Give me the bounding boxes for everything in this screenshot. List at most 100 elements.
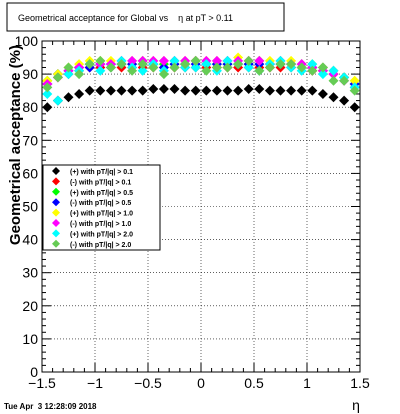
legend-label: (-) with pT/|q| > 0.5 [70,200,131,207]
y-tick-label: 40 [22,232,38,248]
data-point [233,59,244,70]
data-point [84,59,95,70]
data-point [137,59,148,70]
legend-entries: (+) with pT/|q| > 0.1 (-) with pT/|q| > 0… [52,167,133,249]
legend-marker [52,239,60,248]
data-point [296,62,307,73]
data-point [169,83,180,94]
data-point [296,85,307,96]
data-point [286,85,297,96]
data-point [201,59,212,70]
data-point [169,62,180,73]
data-point [328,92,339,103]
data-point [180,59,191,70]
legend-label: (-) with pT/|q| > 2.0 [70,242,131,249]
y-tick-label: 90 [22,66,38,82]
x-axis-title: η [352,397,360,413]
legend-box [42,164,161,251]
data-point [158,83,169,94]
data-point [105,62,116,73]
x-tick-label: −1.5 [28,375,56,391]
data-point [74,88,85,99]
legend-marker [52,187,60,196]
x-tick-label: −0.5 [134,375,162,391]
data-point [137,65,148,76]
data-point [222,85,233,96]
footer-date: Tue Apr 3 12:28:09 2018 [4,402,97,411]
data-point [254,65,265,76]
x-tick-label: −1 [87,375,103,391]
data-point [349,85,360,96]
y-tick-label: 50 [22,199,38,215]
data-point [148,83,159,94]
data-point [317,69,328,80]
data-point [158,69,169,80]
data-point [116,59,127,70]
data-point [158,55,169,66]
legend-marker [52,167,60,175]
data-point [317,62,328,73]
data-series [42,52,360,113]
legend: (+) with pT/|q| > 0.1 (-) with pT/|q| > 0… [42,164,161,251]
y-tick-label: 80 [22,99,38,115]
y-tick-label: 70 [22,132,38,148]
data-point [328,75,339,86]
x-tick-label: 1.5 [350,375,370,391]
data-point [95,85,106,96]
data-point [190,62,201,73]
data-point [74,69,85,80]
data-point [264,85,275,96]
data-point [254,55,265,66]
data-point [254,83,265,94]
data-point [275,85,286,96]
legend-marker [52,219,60,227]
tick-labels: 0 10 20 30 40 50 60 70 80 90 100 −1.5 −1 −0.5 0 0.5 1 1.5 [15,33,370,391]
y-axis-title: Geometrical acceptance (%) [7,45,24,245]
data-point [275,59,286,70]
data-point [63,62,74,73]
data-point [201,85,212,96]
data-point [95,65,106,76]
data-point [42,88,53,99]
series-7 [42,55,360,96]
legend-label: (+) with pT/|q| > 0.5 [70,190,133,197]
data-point [211,55,222,66]
data-point [243,55,254,66]
data-point [127,55,138,66]
data-point [127,85,138,96]
legend-label: (+) with pT/|q| > 2.0 [70,231,133,238]
legend-label: (-) with pT/|q| > 1.0 [70,221,131,228]
data-point [116,85,127,96]
legend-marker [52,198,60,207]
data-point [339,95,350,106]
data-point [42,102,53,113]
data-point [63,69,74,80]
legend-label: (+) with pT/|q| > 0.1 [70,169,133,176]
legend-label: (+) with pT/|q| > 1.0 [70,211,133,218]
series-6 [42,55,360,106]
y-tick-label: 0 [30,364,38,380]
y-tick-label: 10 [22,331,38,347]
data-point [127,65,138,76]
data-point [307,85,318,96]
data-point [63,92,74,103]
data-point [52,72,63,83]
data-point [328,65,339,76]
data-point [105,85,116,96]
data-point [222,55,233,66]
data-point [286,59,297,70]
data-point [42,82,53,93]
title-box: Geometrical acceptance for Global vs η a… [6,2,285,32]
legend-marker [52,177,60,186]
data-point [84,85,95,96]
data-point [137,85,148,96]
data-point [339,75,350,86]
data-point [190,85,201,96]
legend-marker [52,208,60,217]
axis-ticks [41,40,361,373]
data-point [233,85,244,96]
y-tick-label: 30 [22,265,38,281]
legend-label: (-) with pT/|q| > 0.1 [70,179,131,186]
data-point [52,95,63,106]
